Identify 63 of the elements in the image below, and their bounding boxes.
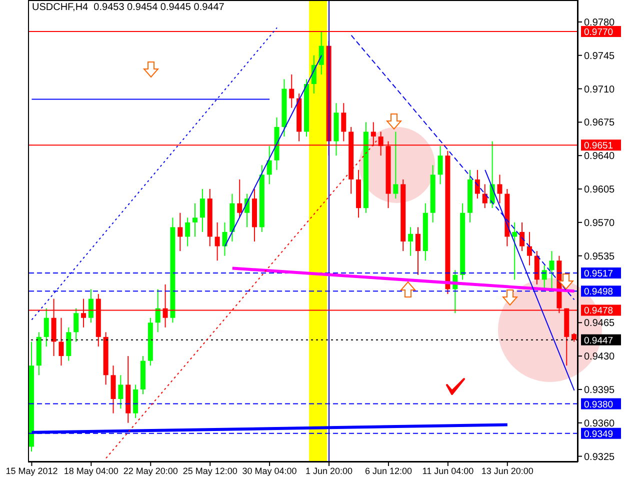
candlestick: [155, 288, 160, 333]
candlestick: [408, 226, 414, 256]
candlestick: [549, 250, 554, 290]
y-tick-label: 0.9745: [584, 50, 616, 62]
y-tick-label: 0.9675: [584, 118, 616, 129]
ref-line-label: 0.9478: [584, 306, 614, 317]
ref-line-label: 0.9349: [584, 428, 614, 440]
y-tick-label: 0.9605: [584, 184, 616, 196]
candlestick: [214, 222, 220, 262]
candlestick: [393, 131, 398, 200]
y-tick-label: 0.9430: [584, 352, 616, 363]
x-tick-label: 30 May 04:00: [242, 466, 297, 476]
candlestick: [482, 184, 488, 209]
candlestick: [520, 222, 525, 252]
x-tick-label: 15 May 2012: [6, 466, 58, 476]
ref-line-label: 0.9380: [584, 399, 614, 410]
y-tick-label: 0.9465: [584, 318, 616, 330]
candlestick: [58, 317, 64, 366]
candlestick: [512, 222, 518, 280]
candlestick: [526, 231, 532, 266]
ref-line-label: 0.9517: [584, 268, 614, 280]
x-tick-label: 25 May 12:00: [182, 466, 238, 476]
y-tick-label: 0.9535: [584, 251, 616, 262]
candlestick: [438, 146, 443, 185]
candlestick: [318, 31, 324, 75]
x-tick-label: 11 Jun 04:00: [422, 466, 474, 476]
x-tick-label: 13 Jun 20:00: [481, 466, 534, 476]
candlestick: [110, 365, 116, 414]
y-tick-label: 0.9360: [584, 418, 616, 430]
y-tick-label: 0.9395: [584, 385, 616, 396]
candlestick: [133, 384, 138, 419]
candlestick: [192, 202, 198, 238]
y-tick-label: 0.9780: [584, 18, 616, 29]
candlestick: [178, 212, 183, 252]
candlestick: [66, 326, 72, 362]
candlestick: [474, 169, 480, 200]
y-tick-label: 0.9640: [584, 151, 616, 162]
ref-line-label: 0.9498: [584, 286, 614, 298]
ref-line-label: 0.9651: [584, 140, 614, 152]
candlestick: [534, 250, 540, 285]
ref-line-label: 0.9770: [584, 27, 614, 38]
candlestick: [289, 74, 294, 108]
candlestick: [88, 288, 94, 324]
candlestick: [185, 217, 190, 247]
x-tick-label: 6 Jun 12:00: [364, 466, 412, 476]
candlestick: [74, 308, 79, 342]
candlestick: [237, 178, 242, 218]
candlestick: [200, 188, 205, 232]
candlestick: [415, 226, 420, 276]
candlestick: [497, 174, 502, 204]
y-tick-label: 0.9325: [584, 452, 616, 463]
y-tick-label: 0.9710: [584, 84, 616, 96]
x-tick-label: 22 May 20:00: [123, 466, 178, 476]
candlestick: [118, 374, 124, 410]
chart-title: USDCHF,H4 0.9453 0.9454 0.9445 0.9447: [32, 2, 224, 13]
x-tick-label: 1 Jun 20:00: [305, 466, 353, 476]
candlestick: [44, 308, 49, 347]
candlestick: [222, 222, 228, 256]
ref-line-label: 0.9447: [584, 335, 614, 346]
candlestick: [341, 102, 346, 142]
y-tick-label: 0.9570: [584, 218, 616, 229]
x-tick-label: 18 May 04:00: [64, 466, 118, 476]
candlestick: [266, 146, 272, 185]
